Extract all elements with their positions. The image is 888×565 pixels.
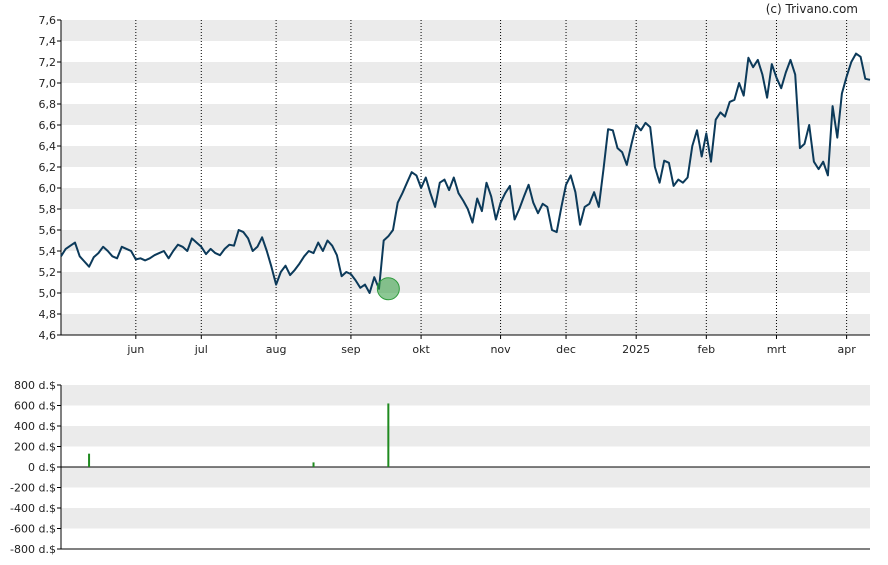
price-grid-band bbox=[61, 314, 870, 335]
x-tick-label: 2025 bbox=[622, 343, 650, 356]
volume-grid-band bbox=[61, 426, 870, 447]
volume-panel: 800 d.$ 600 d.$ 400 d.$ 200 d.$ 0 d.$ -200 d.… bbox=[10, 379, 870, 556]
source-credit: (c) Trivano.com bbox=[765, 2, 858, 16]
x-tick-label: nov bbox=[490, 343, 511, 356]
price-grid-band bbox=[61, 272, 870, 293]
volume-grid-band bbox=[61, 385, 870, 406]
x-tick-label: apr bbox=[837, 343, 856, 356]
price-grid-band bbox=[61, 20, 870, 41]
volume-y-tick-label: -800 d.$ bbox=[10, 543, 56, 556]
price-panel: junjulaugsepoktnovdec2025febmrtaprmei4,6… bbox=[39, 14, 871, 356]
y-tick-label: 7,6 bbox=[39, 14, 57, 27]
y-tick-label: 7,2 bbox=[39, 56, 57, 69]
volume-grid-band bbox=[61, 508, 870, 529]
highlight-marker bbox=[376, 277, 400, 301]
volume-y-tick-label: 0 d.$ bbox=[28, 461, 56, 474]
volume-y-tick-label: 600 d.$ bbox=[14, 400, 56, 413]
x-tick-label: okt bbox=[412, 343, 430, 356]
y-tick-label: 6,2 bbox=[39, 161, 57, 174]
y-tick-label: 6,0 bbox=[39, 182, 57, 195]
y-tick-label: 6,4 bbox=[39, 140, 57, 153]
y-tick-label: 5,6 bbox=[39, 224, 57, 237]
volume-y-tick-label: 400 d.$ bbox=[14, 420, 56, 433]
y-tick-label: 6,6 bbox=[39, 119, 57, 132]
volume-y-tick-label: -400 d.$ bbox=[10, 502, 56, 515]
price-grid-band bbox=[61, 62, 870, 83]
x-tick-label: aug bbox=[266, 343, 287, 356]
y-tick-label: 4,6 bbox=[39, 329, 57, 342]
y-tick-label: 5,0 bbox=[39, 287, 57, 300]
volume-grid-band bbox=[61, 467, 870, 488]
price-grid-band bbox=[61, 146, 870, 167]
volume-y-tick-label: 800 d.$ bbox=[14, 379, 56, 392]
x-tick-label: dec bbox=[556, 343, 576, 356]
y-tick-label: 5,8 bbox=[39, 203, 57, 216]
price-series-line bbox=[60, 52, 871, 294]
y-tick-label: 4,8 bbox=[39, 308, 57, 321]
price-grid-band bbox=[61, 230, 870, 251]
y-tick-label: 7,4 bbox=[39, 35, 57, 48]
x-tick-label: jul bbox=[194, 343, 208, 356]
volume-y-tick-label: -600 d.$ bbox=[10, 523, 56, 536]
x-tick-label: mrt bbox=[767, 343, 787, 356]
price-grid-band bbox=[61, 104, 870, 125]
x-tick-label: feb bbox=[698, 343, 716, 356]
y-tick-label: 7,0 bbox=[39, 77, 57, 90]
y-tick-label: 5,4 bbox=[39, 245, 57, 258]
x-tick-label: jun bbox=[126, 343, 144, 356]
y-tick-label: 5,2 bbox=[39, 266, 57, 279]
x-tick-label: sep bbox=[341, 343, 360, 356]
volume-y-tick-label: -200 d.$ bbox=[10, 482, 56, 495]
y-tick-label: 6,8 bbox=[39, 98, 57, 111]
volume-y-tick-label: 200 d.$ bbox=[14, 441, 56, 454]
price-grid-band bbox=[61, 188, 870, 209]
